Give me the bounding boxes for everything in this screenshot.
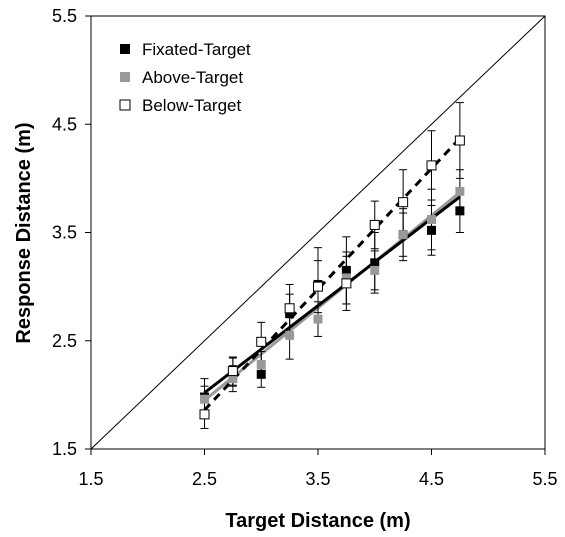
data-point-above-target <box>398 230 408 240</box>
data-point-above-target <box>455 186 465 196</box>
data-point-below-target <box>227 366 238 377</box>
data-point-below-target <box>256 336 267 347</box>
y-tick-label: 5.5 <box>52 6 77 26</box>
data-point-below-target <box>313 281 323 292</box>
data-point-above-target <box>256 360 266 370</box>
legend-label: Fixated-Target <box>142 40 251 59</box>
y-tick-label: 2.5 <box>52 331 77 351</box>
x-tick-label: 4.5 <box>419 469 444 489</box>
data-point-below-target <box>426 160 437 171</box>
legend-marker <box>119 99 131 111</box>
data-point-below-target <box>369 219 380 230</box>
fit-line-fixated-target <box>203 195 461 394</box>
data-point-below-target <box>398 197 409 208</box>
y-axis-title: Response Distance (m) <box>13 122 35 343</box>
y-tick-label: 3.5 <box>52 223 77 243</box>
data-point-above-target <box>228 374 238 384</box>
data-point-above-target <box>285 330 295 340</box>
data-point-below-target <box>454 135 465 146</box>
legend-label: Above-Target <box>142 68 243 87</box>
data-point-above-target <box>370 265 380 275</box>
legend-label: Below-Target <box>142 96 241 115</box>
x-tick-label: 2.5 <box>192 469 217 489</box>
x-tick-label: 5.5 <box>532 469 557 489</box>
data-point-below-target <box>341 278 352 289</box>
x-tick-label: 3.5 <box>305 469 330 489</box>
y-tick-label: 1.5 <box>52 439 77 459</box>
data-point-fixated-target <box>455 206 465 216</box>
x-tick-label: 1.5 <box>78 469 103 489</box>
data-point-above-target <box>341 273 351 283</box>
y-tick-label: 4.5 <box>52 114 77 134</box>
data-point-above-target <box>200 394 209 404</box>
data-point-below-target <box>199 409 210 420</box>
legend-marker <box>120 72 130 82</box>
plot-area <box>90 15 546 450</box>
axes: 1.5 2.5 3.5 4.5 5.5 1.5 2.5 3.5 4.5 5.5 <box>52 6 558 489</box>
legend: Fixated-Target Above-Target Below-Target <box>119 40 251 115</box>
data-point-fixated-target <box>427 225 436 235</box>
data-point-above-target <box>313 314 323 324</box>
data-point-above-target <box>427 215 436 225</box>
fit-line-below-target <box>203 137 461 412</box>
data-point-below-target <box>284 303 295 314</box>
reference-line <box>90 15 546 450</box>
data-point-fixated-target <box>256 369 266 379</box>
data-point-fixated-target <box>370 258 380 268</box>
x-axis-title: Target Distance (m) <box>225 510 410 532</box>
data-point-fixated-target <box>341 265 351 275</box>
legend-marker <box>120 44 130 54</box>
data-point-fixated-target <box>285 309 295 319</box>
